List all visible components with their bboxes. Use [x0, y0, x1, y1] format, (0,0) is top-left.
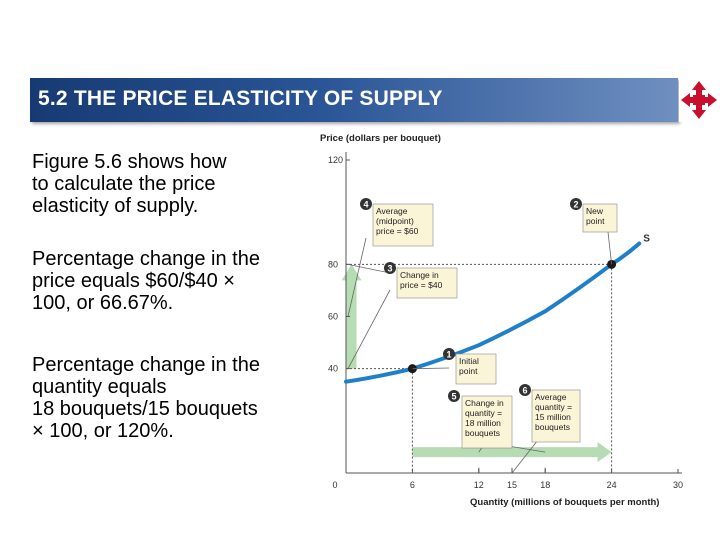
callout-box [372, 203, 434, 247]
paragraph-line: elasticity of supply. [32, 195, 199, 217]
callout-number-badge [570, 198, 582, 210]
callout-text: price = $40 [400, 280, 443, 290]
initial-point [407, 364, 417, 374]
callout-leader-line [347, 237, 367, 317]
callout-text: New [586, 206, 604, 216]
y-tick-label: 40 [328, 364, 338, 374]
quantity-change-arrow-head [597, 442, 612, 463]
paragraph-quantity-change: Percentage change in the quantity equals… [32, 354, 260, 442]
callout-box [461, 395, 513, 449]
y-tick-label: 60 [328, 312, 338, 322]
price-change-arrow-shaft [346, 278, 357, 369]
paragraph-line: Percentage change in the [32, 354, 260, 376]
callout-leader-line [511, 439, 539, 474]
callout-text: quantity = [535, 402, 572, 412]
y-axis-label: Price (dollars per bouquet) [320, 133, 441, 144]
supply-curve-label: S [643, 233, 650, 244]
supply-chart: Price (dollars per bouquet) Quantity (mil… [320, 133, 683, 508]
callout-leader-line [607, 231, 612, 265]
callout-box [582, 203, 618, 233]
callout-number: 6 [522, 386, 527, 396]
callout-text: bouquets [535, 422, 570, 432]
callout-box [396, 267, 458, 299]
callout-text: 18 million [465, 418, 501, 428]
callout-text: price = $60 [376, 226, 419, 236]
x-tick-label: 18 [540, 480, 550, 490]
x-tick-label: 6 [410, 480, 415, 490]
paragraph-figure-intro: Figure 5.6 shows how to calculate the pr… [32, 151, 227, 217]
callout-text: point [586, 216, 605, 226]
slide-title: 5.2 THE PRICE ELASTICITY OF SUPPLY [38, 87, 443, 110]
callout-text: 15 million [535, 412, 571, 422]
callout-number-badge [519, 384, 531, 396]
callout-leader-line [347, 263, 391, 274]
callout-number-badge [448, 390, 460, 402]
x-tick-label: 30 [673, 480, 683, 490]
callout-number: 5 [451, 392, 456, 402]
paragraph-line: × 100, or 120%. [32, 420, 174, 442]
x-tick-label: 12 [474, 480, 484, 490]
callout-number: 4 [363, 200, 368, 210]
callout-number: 2 [573, 200, 578, 210]
origin-label: 0 [332, 480, 337, 490]
y-tick-label: 80 [328, 259, 338, 269]
callout-number: 3 [387, 264, 392, 274]
quantity-change-arrow-shaft [412, 447, 600, 458]
price-change-arrow-head [341, 264, 362, 281]
callout-number: 1 [446, 350, 451, 360]
paragraph-line: Figure 5.6 shows how [32, 151, 227, 173]
callout-text: Average [535, 392, 567, 402]
callout-text: Change in [465, 398, 504, 408]
callout-text: bouquets [465, 428, 500, 438]
x-tick-label: 24 [607, 480, 617, 490]
slide-title-bar: 5.2 THE PRICE ELASTICITY OF SUPPLY [30, 78, 678, 122]
callout-leader-line [412, 367, 450, 370]
callout-box [531, 389, 581, 443]
callout-text: Initial [459, 356, 479, 366]
callout-number-badge [443, 348, 455, 360]
paragraph-line: 100, or 66.67%. [32, 292, 174, 314]
paragraph-line: price equals $60/$40 × [32, 270, 235, 292]
y-tick-label: 120 [328, 155, 343, 165]
callout-text: Change in [400, 270, 439, 280]
callout-number-badge [360, 198, 372, 210]
callout-box [455, 353, 497, 385]
paragraph-price-change: Percentage change in the price equals $6… [32, 248, 260, 314]
callout-text: point [459, 366, 478, 376]
callout-text: Average [376, 206, 408, 216]
callout-text: (midpoint) [376, 216, 414, 226]
paragraph-line: Percentage change in the [32, 248, 260, 270]
x-tick-label: 15 [507, 480, 517, 490]
callout-text: quantity = [465, 408, 502, 418]
paragraph-line: 18 bouquets/15 bouquets [32, 398, 258, 420]
red-crossed-arrows-logo-icon [679, 78, 719, 122]
x-axis-label: Quantity (millions of bouquets per month… [470, 497, 659, 508]
paragraph-line: to calculate the price [32, 173, 216, 195]
paragraph-line: quantity equals [32, 376, 167, 398]
callout-leader-line [347, 289, 391, 369]
callout-leader-line [507, 445, 546, 453]
callout-number-badge [384, 262, 396, 274]
